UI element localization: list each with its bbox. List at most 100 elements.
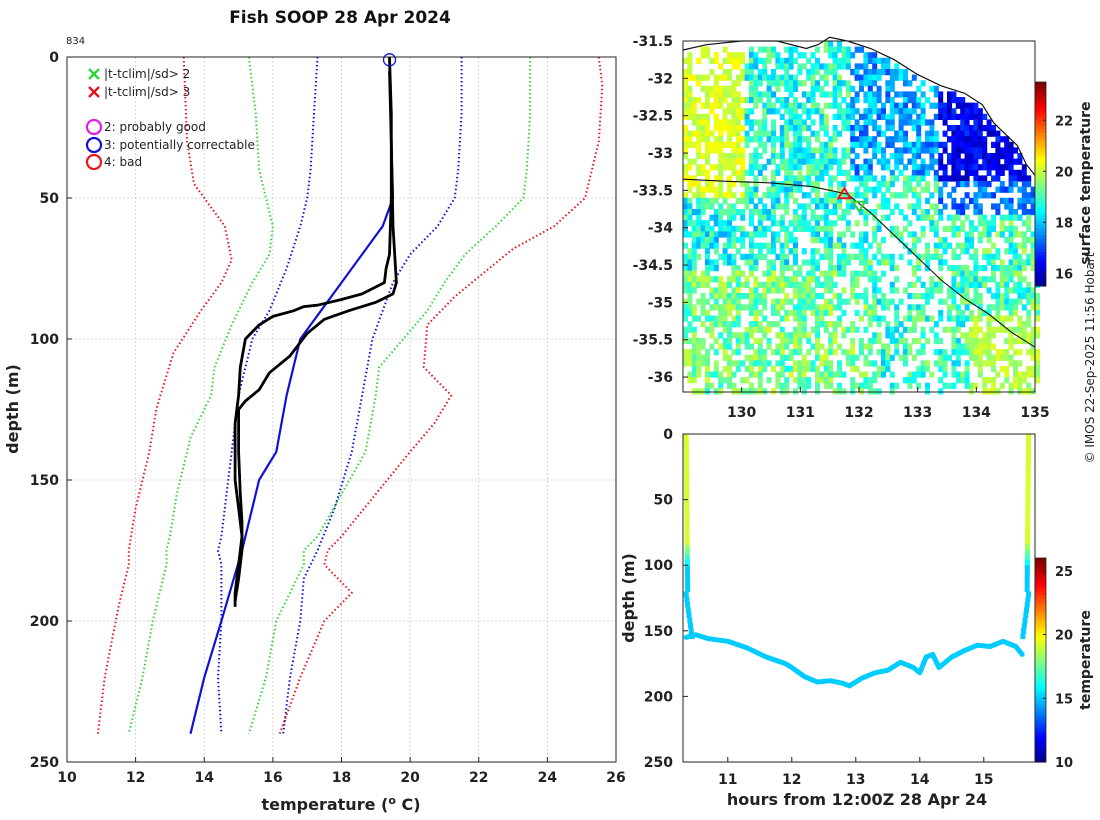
- sst-cell: [889, 265, 895, 272]
- sst-colorbar-segment: [1035, 116, 1046, 120]
- sst-cell: [903, 164, 908, 171]
- sst-cell: [947, 125, 952, 132]
- sst-cell: [955, 158, 961, 165]
- sst-cell: [727, 119, 732, 126]
- sst-cell: [977, 113, 983, 120]
- sst-cell: [973, 102, 979, 109]
- sst-cell: [683, 326, 688, 333]
- sst-cell: [845, 113, 851, 120]
- sst-cell: [753, 253, 759, 260]
- sst-cell: [1008, 153, 1014, 160]
- sst-cell: [876, 220, 882, 227]
- sst-cell: [999, 181, 1005, 188]
- sst-cell: [969, 276, 974, 283]
- sst-cell: [696, 343, 702, 350]
- profile-y-tick-label: 100: [30, 332, 59, 348]
- sst-cell: [955, 141, 961, 148]
- sst-cell: [1008, 354, 1014, 361]
- profile-y-tick-label: 0: [49, 50, 59, 66]
- sst-cell: [1008, 276, 1014, 283]
- sst-cell: [810, 130, 816, 137]
- sst-cell: [903, 192, 908, 199]
- sst-cell: [973, 287, 979, 294]
- sst-cell: [911, 102, 917, 109]
- sst-cell: [1026, 332, 1032, 339]
- sst-cell: [757, 349, 763, 356]
- sst-cell: [784, 276, 790, 283]
- sst-cell: [771, 309, 776, 317]
- sst-cell: [951, 382, 957, 389]
- sst-colorbar-segment: [1035, 139, 1046, 144]
- sst-colorbar-segment: [1035, 218, 1046, 222]
- sst-cell: [951, 360, 957, 367]
- sst-cell: [683, 80, 688, 87]
- temp-colorbar-segment: [1035, 626, 1046, 630]
- sst-cell: [793, 360, 798, 367]
- sst-cell: [797, 214, 803, 221]
- series--2-sd: [127, 56, 274, 735]
- sst-cell: [951, 169, 957, 176]
- sst-cell: [696, 57, 702, 64]
- sst-cell: [766, 287, 772, 294]
- sst-cell: [705, 382, 710, 389]
- sst-cell: [762, 46, 768, 53]
- sst-cell: [806, 153, 812, 160]
- sst-cell: [889, 69, 895, 76]
- sst-cell: [1008, 147, 1014, 154]
- sst-cell: [999, 153, 1005, 160]
- sst-cell: [683, 209, 688, 216]
- sst-cell: [801, 136, 807, 143]
- sst-cell: [969, 125, 974, 132]
- sst-cell: [1030, 304, 1036, 311]
- sst-cell: [687, 91, 693, 98]
- sst-cell: [1021, 175, 1027, 182]
- sst-cell: [810, 304, 816, 311]
- sst-cell: [779, 164, 785, 171]
- sst-cell: [797, 130, 803, 137]
- sst-cell: [920, 169, 926, 176]
- sst-cell: [1004, 365, 1010, 373]
- sst-cell: [903, 130, 908, 137]
- sst-cell: [881, 108, 886, 115]
- sst-cell: [911, 147, 917, 154]
- sst-cell: [951, 332, 957, 339]
- sst-cell: [920, 91, 926, 98]
- sst-cell: [806, 91, 812, 98]
- sst-cell: [850, 354, 856, 361]
- sst-cell: [749, 153, 754, 160]
- temp-colorbar-segment: [1035, 711, 1046, 715]
- sst-cell: [885, 97, 891, 104]
- cast-segment: [1025, 549, 1030, 556]
- sst-cell: [775, 97, 781, 104]
- sst-cell: [982, 147, 988, 154]
- sst-cell: [735, 209, 741, 216]
- temp-colorbar-segment: [1035, 755, 1046, 760]
- sst-cell: [779, 354, 785, 361]
- sst-cell: [982, 186, 988, 193]
- sst-cell: [850, 147, 856, 154]
- sst-cell: [788, 175, 794, 182]
- sst-cell: [907, 309, 913, 317]
- sst-cell: [718, 276, 724, 283]
- sst-cell: [784, 141, 790, 148]
- sst-cell: [771, 281, 776, 288]
- sst-cell: [700, 46, 706, 53]
- sst-cell: [1008, 270, 1014, 277]
- sst-cell: [815, 309, 820, 317]
- cast-segment: [684, 465, 689, 472]
- sst-cell: [696, 315, 702, 322]
- sst-cell: [916, 349, 922, 356]
- cast-segment: [1024, 560, 1030, 566]
- sst-cell: [810, 186, 816, 193]
- sst-cell: [801, 147, 807, 154]
- sst-cell: [960, 315, 966, 322]
- sst-cell: [986, 259, 992, 266]
- sst-cell: [929, 293, 935, 300]
- sst-cell: [933, 186, 939, 193]
- sst-cell: [683, 298, 688, 305]
- sst-cell: [779, 74, 785, 81]
- sst-cell: [872, 175, 878, 182]
- sst-cell: [889, 287, 895, 294]
- sst-cell: [951, 349, 957, 356]
